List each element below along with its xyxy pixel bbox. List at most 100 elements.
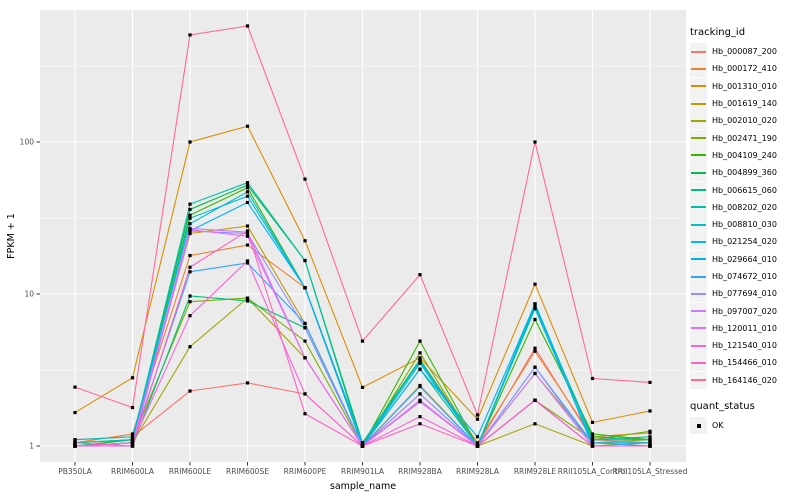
x-tick-label: RRIM928BA <box>398 467 443 476</box>
data-point <box>73 410 77 415</box>
legend-item-Hb_074672_010: Hb_074672_010 <box>690 268 800 285</box>
data-point <box>130 376 135 380</box>
data-point <box>130 405 135 410</box>
data-point <box>648 441 652 445</box>
data-point <box>73 444 77 448</box>
legend-item-Hb_001310_010: Hb_001310_010 <box>690 77 800 95</box>
data-point <box>533 140 537 144</box>
data-point <box>188 314 192 318</box>
legend-line-swatch-icon <box>691 102 706 105</box>
axis-ticks <box>36 141 651 466</box>
x-tick-label: RRIM600LE <box>169 467 212 476</box>
data-point <box>418 415 422 419</box>
legend-item-label: Hb_006615_060 <box>712 185 777 195</box>
data-point <box>130 441 135 445</box>
legend-item-Hb_008810_030: Hb_008810_030 <box>690 216 800 234</box>
data-point <box>188 216 192 220</box>
legend-key <box>690 233 707 251</box>
legend-line-swatch-icon <box>691 240 706 243</box>
data-point <box>418 351 422 355</box>
data-point <box>188 270 192 274</box>
x-tick-label: PB350LA <box>58 467 92 476</box>
legend-item-ok: OK <box>690 417 800 435</box>
legend-line-swatch-icon <box>691 171 706 174</box>
data-point <box>533 304 537 308</box>
legend-item-Hb_006615_060: Hb_006615_060 <box>690 181 800 199</box>
data-point <box>533 398 537 402</box>
legend-key <box>690 95 707 113</box>
data-point <box>533 317 537 322</box>
data-point <box>590 435 595 439</box>
data-point <box>73 385 77 389</box>
legend-item-label: Hb_004899_360 <box>712 168 777 178</box>
x-tick-label: RRII105LA_Control <box>558 467 628 476</box>
data-point <box>648 429 652 433</box>
legend-line-swatch-icon <box>691 85 706 88</box>
x-tick-label: RRII105LA_Stressed <box>613 467 688 476</box>
legend-key <box>690 77 707 95</box>
black-square-point-icon <box>696 423 701 428</box>
legend-line-swatch-icon <box>691 258 706 261</box>
data-point <box>533 371 537 376</box>
data-point <box>245 381 250 385</box>
data-point <box>533 282 537 286</box>
legend-line-swatch-icon <box>691 206 706 209</box>
y-axis-title: FPKM + 1 <box>6 213 17 259</box>
data-point <box>188 140 192 144</box>
data-point <box>475 413 480 417</box>
data-point <box>245 296 250 300</box>
legend-item-label: Hb_004109_240 <box>712 150 777 160</box>
legend-item-label: OK <box>712 421 724 431</box>
legend-line-swatch-icon <box>691 189 706 192</box>
data-point <box>245 299 250 303</box>
data-point <box>130 444 135 448</box>
legend-key <box>690 112 707 130</box>
legend-line-swatch-icon <box>691 119 706 122</box>
data-point <box>648 409 652 413</box>
legend-key <box>690 216 707 234</box>
data-point <box>245 234 250 238</box>
data-point <box>475 417 480 421</box>
data-point <box>188 389 192 393</box>
legend-item-Hb_097007_020: Hb_097007_020 <box>690 302 800 320</box>
data-point <box>360 385 365 389</box>
legend-item-Hb_021254_020: Hb_021254_020 <box>690 233 800 251</box>
legend-item-Hb_004899_360: Hb_004899_360 <box>690 164 800 182</box>
data-point <box>188 294 192 298</box>
legend-key <box>690 250 707 268</box>
data-point <box>648 435 652 439</box>
legend-item-label: Hb_154466_010 <box>712 358 777 368</box>
legend-line-swatch-icon <box>691 223 706 226</box>
data-point <box>245 224 250 228</box>
data-point <box>418 361 422 365</box>
legend-item-Hb_004109_240: Hb_004109_240 <box>690 146 800 164</box>
data-point <box>188 253 192 258</box>
legend-key <box>690 146 707 164</box>
data-point <box>418 273 422 277</box>
data-point <box>648 438 652 442</box>
data-point <box>245 259 250 263</box>
data-point <box>418 384 422 389</box>
data-point <box>245 190 250 194</box>
data-point <box>533 365 537 369</box>
x-tick-label: RRIM600SE <box>226 467 269 476</box>
legend-key <box>690 302 707 320</box>
data-point <box>73 441 77 445</box>
data-point <box>130 432 135 436</box>
legend-key <box>690 319 707 337</box>
data-point <box>188 33 192 37</box>
legend-key <box>690 43 707 61</box>
data-point <box>418 392 422 396</box>
legend-item-Hb_120011_010: Hb_120011_010 <box>690 319 800 337</box>
legend-line-swatch-icon <box>691 275 706 278</box>
data-point <box>245 181 250 185</box>
data-point <box>303 321 307 326</box>
data-point <box>303 356 307 360</box>
legend-key <box>690 181 707 199</box>
legend-key <box>690 198 707 216</box>
data-point <box>590 432 595 436</box>
legend-tracking-items: Hb_000087_200 Hb_000172_410 Hb_001310_010 H… <box>690 43 800 389</box>
legend-item-label: Hb_000087_200 <box>712 47 777 57</box>
legend-item-label: Hb_077694_010 <box>712 289 777 299</box>
